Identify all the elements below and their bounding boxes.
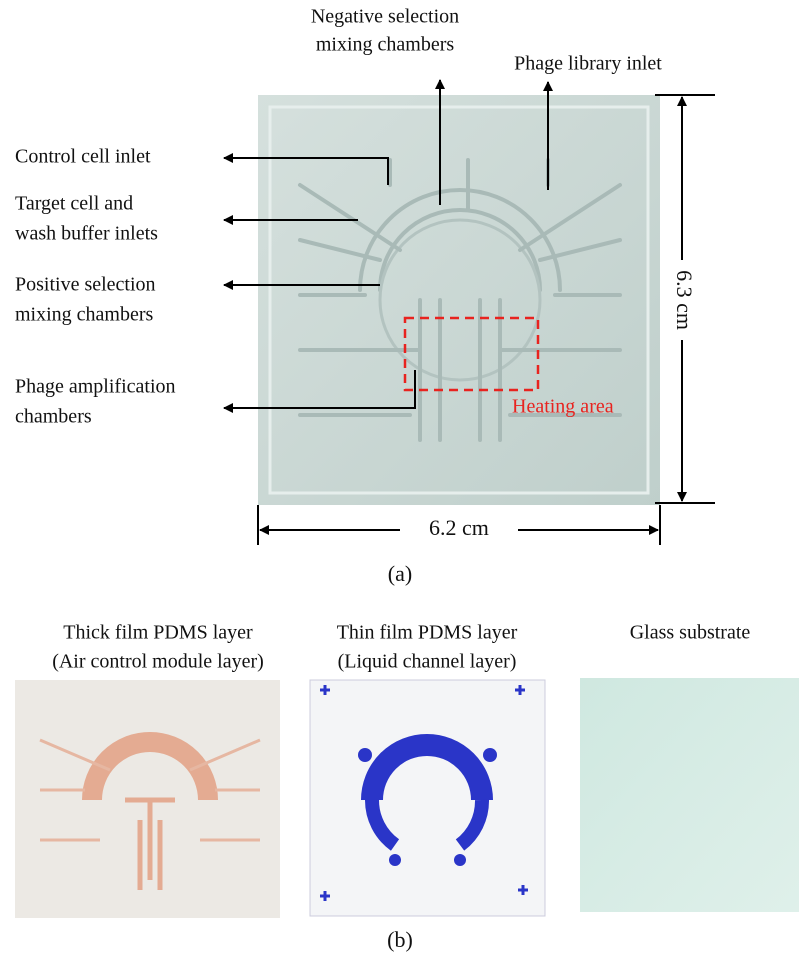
label: Control cell inlet xyxy=(15,146,151,168)
label: Negative selection xyxy=(311,6,459,28)
label: mixing chambers xyxy=(15,304,154,326)
dimension-label: 6.2 cm xyxy=(429,515,489,540)
label: Phage library inlet xyxy=(514,53,662,75)
glass-photo xyxy=(580,678,799,912)
dimension-label: 6.3 cm xyxy=(672,270,697,330)
label: wash buffer inlets xyxy=(15,223,158,245)
chip-photo xyxy=(258,95,660,505)
thick-film-photo xyxy=(15,680,280,918)
label: Target cell and xyxy=(15,193,133,215)
caption: (a) xyxy=(388,561,412,586)
thin-film-photo xyxy=(310,680,545,916)
panel-title: Thin film PDMS layer xyxy=(337,622,518,644)
panel-title: (Air control module layer) xyxy=(52,651,264,673)
panel-title: (Liquid channel layer) xyxy=(338,651,517,673)
label: mixing chambers xyxy=(316,34,455,56)
panel-title: Thick film PDMS layer xyxy=(63,622,253,644)
panel-title: Glass substrate xyxy=(630,622,751,644)
label: chambers xyxy=(15,406,92,428)
label: Heating area xyxy=(512,396,614,418)
caption: (b) xyxy=(387,927,413,952)
label: Phage amplification xyxy=(15,376,176,398)
figure: Negative selection mixing chambers Phage… xyxy=(0,0,799,958)
label: Positive selection xyxy=(15,274,156,296)
